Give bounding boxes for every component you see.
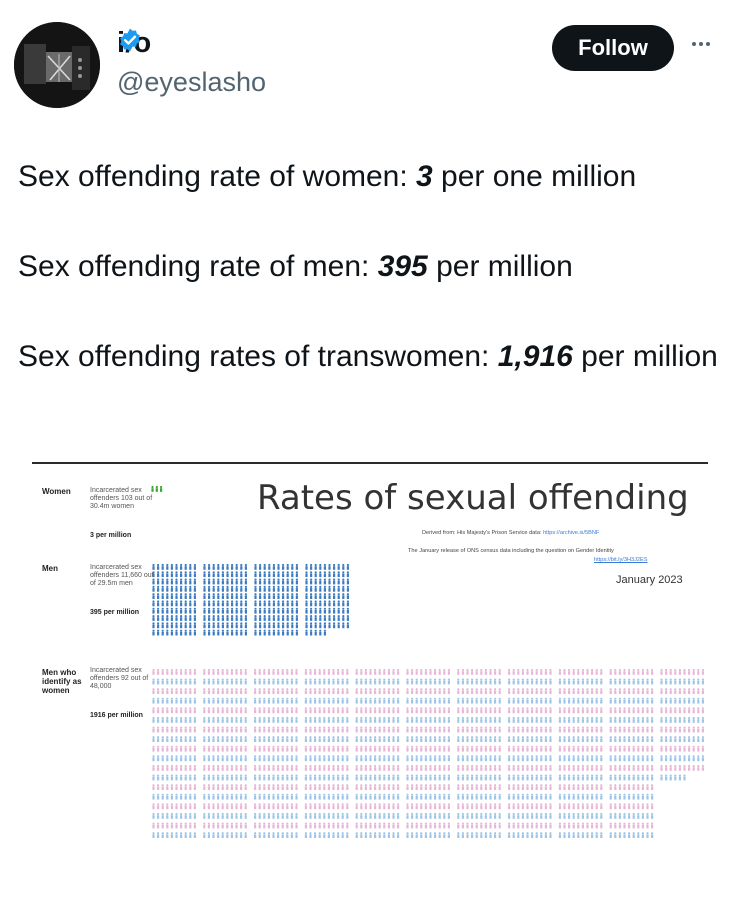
- author-handle[interactable]: @eyeslasho: [117, 67, 266, 97]
- avatar-image: [14, 22, 100, 108]
- tweet-text: Sex offending rate of women: 3 per one m…: [18, 154, 718, 379]
- divider: [32, 462, 708, 464]
- tweet-line-men: Sex offending rate of men: 395 per milli…: [18, 250, 573, 283]
- row-description-trans: Incarcerated sex offenders 92 out of 48,…: [90, 667, 149, 690]
- icon-array: [151, 485, 705, 838]
- infographic-title: Rates of sexual offending: [257, 478, 689, 518]
- row-rate-trans: 1916 per million: [90, 712, 143, 719]
- more-options-icon[interactable]: [692, 34, 722, 54]
- source-link-1[interactable]: https://archive.is/5BNF: [543, 530, 600, 536]
- row-description-women: Incarcerated sex offenders 103 out of 30…: [90, 487, 153, 510]
- row-description-men: Incarcerated sex offenders 11,660 out of…: [90, 564, 154, 587]
- follow-button[interactable]: Follow: [552, 25, 674, 71]
- row-rate-men: 395 per million: [90, 609, 140, 616]
- verified-badge-icon: [120, 28, 140, 52]
- source-link-2[interactable]: https://bit.ly/3H3J2ES: [594, 557, 648, 563]
- infographic-date: January 2023: [616, 574, 683, 586]
- row-rate-women: 3 per million: [90, 532, 132, 539]
- icon-group-men: [152, 563, 349, 636]
- tweet-line-women: Sex offending rate of women: 3 per one m…: [18, 160, 637, 193]
- icon-group-women: [151, 485, 163, 492]
- row-category-men: Men: [42, 564, 58, 573]
- source-line-1: Derived from: His Majesty's Prison Servi…: [422, 530, 600, 536]
- tweet-line-transwomen: Sex offending rates of transwomen: 1,916…: [18, 340, 718, 373]
- source-line-2: The January release of ONS census data i…: [408, 548, 614, 554]
- author-name-row: i/o: [117, 27, 151, 60]
- icon-group-trans: [152, 668, 705, 838]
- avatar[interactable]: [14, 22, 100, 108]
- row-category-trans: Men who identify as women: [42, 668, 82, 695]
- infographic-image[interactable]: Women Incarcerated sex offenders 103 out…: [32, 462, 708, 862]
- row-category-women: Women: [42, 487, 71, 496]
